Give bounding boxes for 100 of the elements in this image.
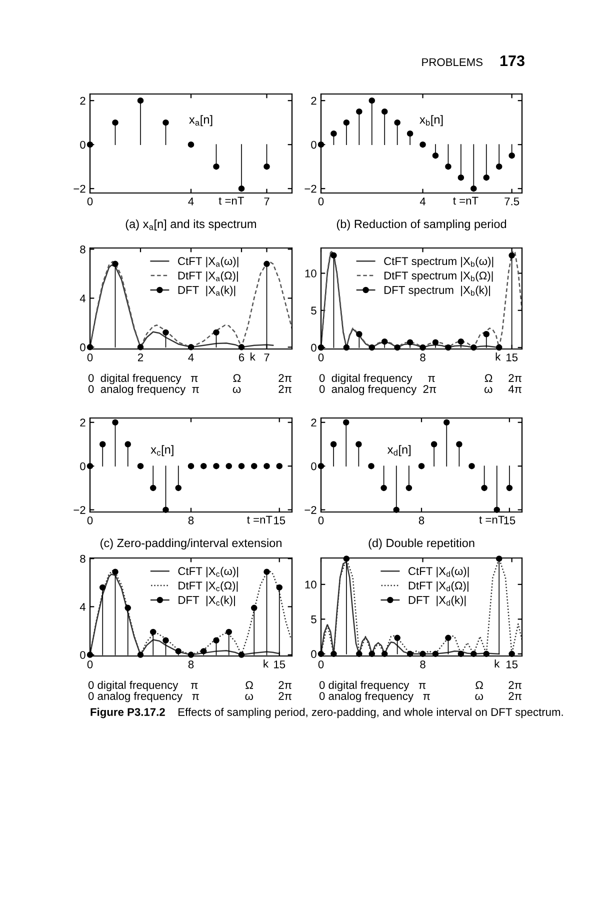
text: 0 analog frequency 2π: [319, 384, 436, 396]
point: [100, 441, 106, 448]
text: Figure P3.17.2 Effects of sampling period, zero-padding, and whole interval on DFT spectrum.: [90, 708, 563, 718]
x-tick-label: 8: [188, 516, 194, 524]
point: [406, 339, 414, 346]
point: [213, 329, 220, 336]
point: [213, 163, 220, 170]
text: 173: [500, 55, 524, 66]
point: [432, 650, 439, 658]
point: [406, 130, 414, 137]
point: [188, 462, 194, 470]
point: [200, 648, 207, 654]
point: [432, 152, 439, 159]
point: [381, 108, 388, 115]
point: [380, 484, 387, 492]
x-axis-title: k: [250, 352, 256, 361]
point: [124, 441, 131, 448]
legend-label: CtFT |X$_{a}$(ω)|: [178, 256, 238, 268]
point: [481, 484, 488, 492]
x-axis-title: k: [264, 660, 269, 668]
y-tick-label: 0: [311, 344, 316, 352]
point: [506, 484, 513, 492]
point: [213, 637, 220, 644]
text: 0 digital frequency π: [319, 680, 426, 692]
point: [162, 119, 169, 126]
x-axis-title: t =nT: [479, 516, 504, 524]
x-tick-label: 0: [87, 197, 93, 206]
point: [264, 163, 270, 170]
x-tick-label: 4: [420, 198, 426, 206]
y-tick-label: 2: [311, 96, 316, 105]
x-tick-label: 15: [504, 516, 516, 524]
x-tick-label: 0: [318, 197, 324, 206]
legend-label: CtFT |X$_{c}$(ω)|: [178, 566, 238, 578]
y-tick-label: 0: [80, 343, 86, 352]
point: [213, 462, 220, 470]
point: [394, 119, 400, 126]
point: [330, 650, 337, 658]
point: [112, 419, 118, 426]
point: [276, 584, 282, 591]
point: [406, 650, 414, 658]
text: ω 2π: [232, 385, 292, 393]
legend-label: DFT spectrum |X$_{b}$(k)|: [384, 286, 490, 296]
point: [276, 462, 282, 470]
x-axis-title: t =nT: [218, 196, 244, 205]
x-tick-label: 6: [238, 353, 244, 362]
point: [112, 568, 118, 575]
y-tick-label: 5: [311, 306, 316, 315]
x-axis-title: k: [494, 660, 500, 668]
point: [330, 130, 337, 137]
x-tick-label: 0: [318, 353, 324, 362]
point: [112, 260, 118, 268]
text: (d) Double repetition: [368, 538, 474, 550]
point: [458, 174, 464, 181]
text: ω 2π: [475, 692, 522, 700]
legend-label: DtFT |X$_{a}$(Ω)|: [178, 271, 238, 282]
point: [406, 484, 412, 492]
point: [430, 441, 438, 448]
point: [264, 568, 270, 575]
point: [264, 462, 270, 470]
legend-label: DFT |X$_{d}$(k)|: [408, 596, 466, 606]
y-tick-label: 8: [80, 554, 86, 563]
text: (c) Zero-padding/interval extension: [100, 538, 282, 550]
x-tick-label: 8: [420, 660, 426, 668]
x-axis-title: k: [496, 352, 501, 361]
point: [100, 584, 106, 591]
x-tick-label: 2: [138, 353, 144, 362]
point: [343, 419, 350, 426]
point: [330, 441, 337, 448]
point: [175, 484, 182, 492]
y-tick-label: 2: [311, 418, 316, 426]
x-tick-label: 0: [87, 353, 93, 362]
point: [368, 97, 376, 104]
point: [137, 462, 144, 470]
point: [508, 650, 515, 658]
y-tick-label: 2: [80, 418, 86, 426]
legend-label: DtFT |X$_{c}$(Ω)|: [178, 581, 238, 592]
x-axis-title: t =nT: [453, 196, 478, 205]
point: [162, 637, 169, 644]
text: 0 analog frequency π: [88, 384, 199, 396]
point: [251, 604, 258, 612]
x-tick-label: 4: [188, 354, 194, 362]
text: Ω 2π: [476, 681, 522, 689]
point: [456, 441, 462, 448]
x-tick-label: 8: [418, 516, 424, 524]
point: [444, 419, 450, 426]
legend-label: DFT |X$_{c}$(k)|: [178, 596, 235, 606]
x-tick-label: 7.5: [504, 198, 520, 206]
point: [356, 441, 362, 448]
y-tick-label: −2: [74, 184, 86, 193]
text: Ω 2π: [233, 374, 292, 382]
point: [226, 628, 232, 636]
point: [112, 119, 118, 126]
point: [508, 252, 515, 259]
y-tick-label: 0: [311, 462, 316, 470]
point: [432, 339, 439, 346]
point: [175, 648, 182, 654]
y-tick-label: 0: [80, 140, 86, 149]
legend-label: DtFT |X$_{d}$(Ω)|: [408, 581, 468, 592]
point: [458, 650, 464, 658]
point: [420, 650, 426, 658]
